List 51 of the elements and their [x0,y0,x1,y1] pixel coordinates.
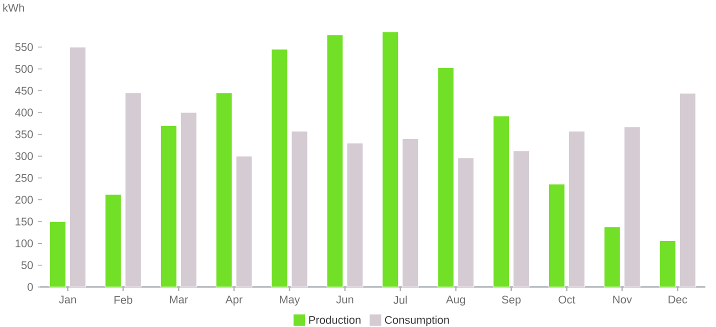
bar [291,131,308,288]
y-tick-label: 400 [15,108,33,116]
bar [438,67,454,288]
bar [160,125,177,288]
x-tick-label: Apr [225,296,242,306]
bar [180,112,197,288]
bar [124,92,142,288]
x-tick-label: Jul [393,296,407,304]
y-tick-label: 150 [16,218,33,226]
bar [568,131,585,288]
legend-label: Production [309,316,360,324]
bar [104,194,122,288]
y-tick-label: 350 [15,130,33,138]
bar [346,142,364,288]
x-tick-label: Oct [558,296,576,304]
bar [326,34,344,288]
legend-label: Consumption [384,316,449,326]
y-tick-label: 200 [15,196,33,204]
bar [458,158,474,288]
y-axis-title: kWh [3,4,24,12]
y-tick-label: 300 [15,152,33,160]
x-tick-label: Aug [446,296,465,306]
y-tick-label: 50 [21,261,33,270]
y-tick-label: 250 [15,174,33,182]
x-tick-label: Sep [502,296,521,306]
bar [271,49,288,288]
x-tick-label: Dec [668,296,688,304]
x-tick-label: Feb [114,296,132,304]
bar [659,240,676,288]
y-tick-label: 0 [28,283,33,291]
bar [548,184,565,288]
bar [513,150,530,288]
x-tick-label: May [280,296,300,306]
bar [493,116,510,288]
y-tick-label: 550 [15,43,33,52]
bar [624,126,640,288]
bar [382,32,399,288]
bar [69,46,86,288]
bar [604,226,620,288]
bar [679,93,696,288]
x-tick-label: Jun [336,296,354,304]
bar [236,156,252,288]
bar [216,92,232,288]
x-tick-label: Nov [613,296,632,304]
y-tick-label: 500 [15,65,33,73]
x-tick-label: Jan [58,296,76,304]
x-tick-label: Mar [170,296,188,304]
y-tick-label: 100 [16,239,33,248]
bar [402,138,419,288]
bar [49,221,66,288]
y-tick-label: 450 [15,86,33,95]
